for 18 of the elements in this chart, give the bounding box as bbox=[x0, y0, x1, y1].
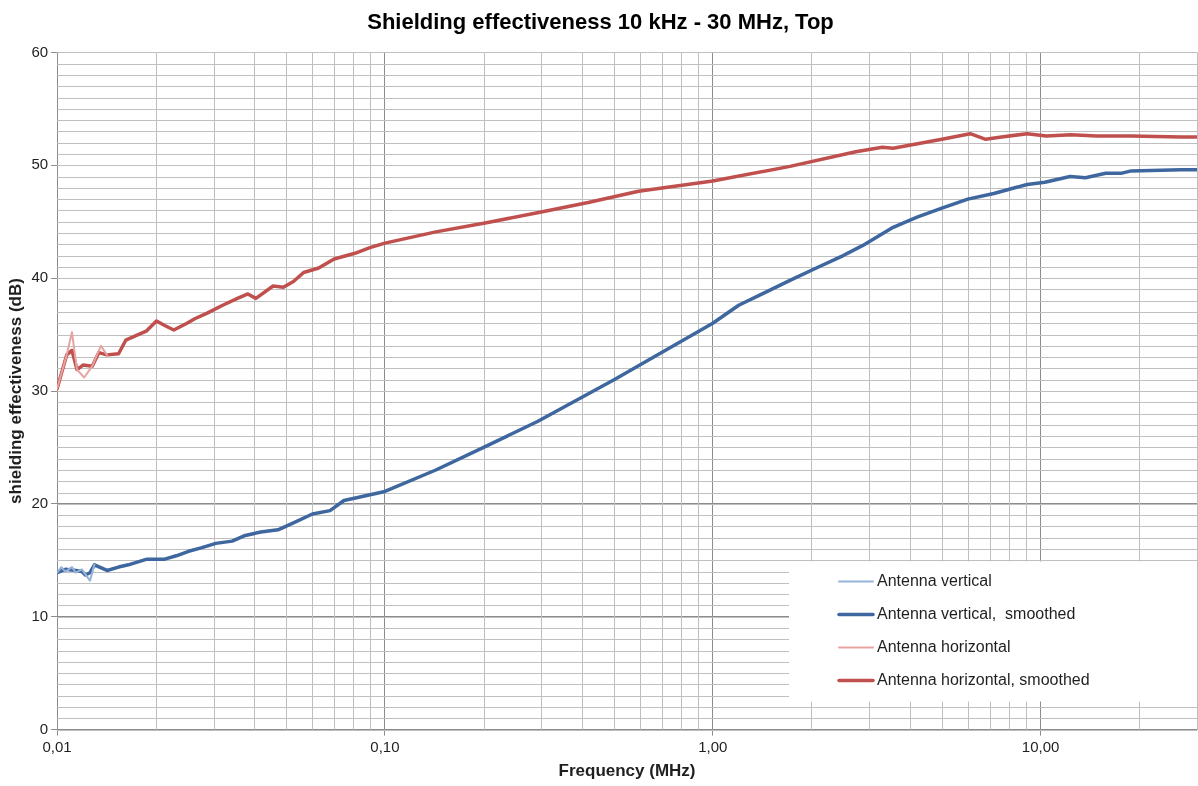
y-tick-label: 60 bbox=[31, 42, 49, 60]
x-tick-label: 1,00 bbox=[698, 737, 728, 755]
legend-label: Antenna horizontal bbox=[877, 638, 1011, 656]
y-tick-label: 0 bbox=[39, 719, 49, 737]
x-axis-title: Frequency (MHz) bbox=[558, 761, 696, 781]
x-tick-label: 0,10 bbox=[370, 737, 400, 755]
y-tick-label: 50 bbox=[31, 155, 49, 173]
y-tick-label: 40 bbox=[31, 268, 49, 286]
legend-label: Antenna vertical, smoothed bbox=[877, 605, 1076, 623]
legend-label: Antenna horizontal, smoothed bbox=[877, 671, 1090, 689]
y-tick-label: 30 bbox=[31, 381, 49, 399]
x-tick-label: 0,01 bbox=[42, 737, 72, 755]
y-tick-label: 10 bbox=[31, 606, 49, 624]
x-tick-label: 10,00 bbox=[1021, 737, 1060, 755]
chart-title: Shielding effectiveness 10 kHz - 30 MHz, Top bbox=[367, 9, 834, 35]
y-axis-title: shielding effectiveness (dB) bbox=[5, 278, 25, 504]
y-tick-label: 20 bbox=[31, 494, 49, 512]
legend-label: Antenna vertical bbox=[877, 572, 992, 590]
